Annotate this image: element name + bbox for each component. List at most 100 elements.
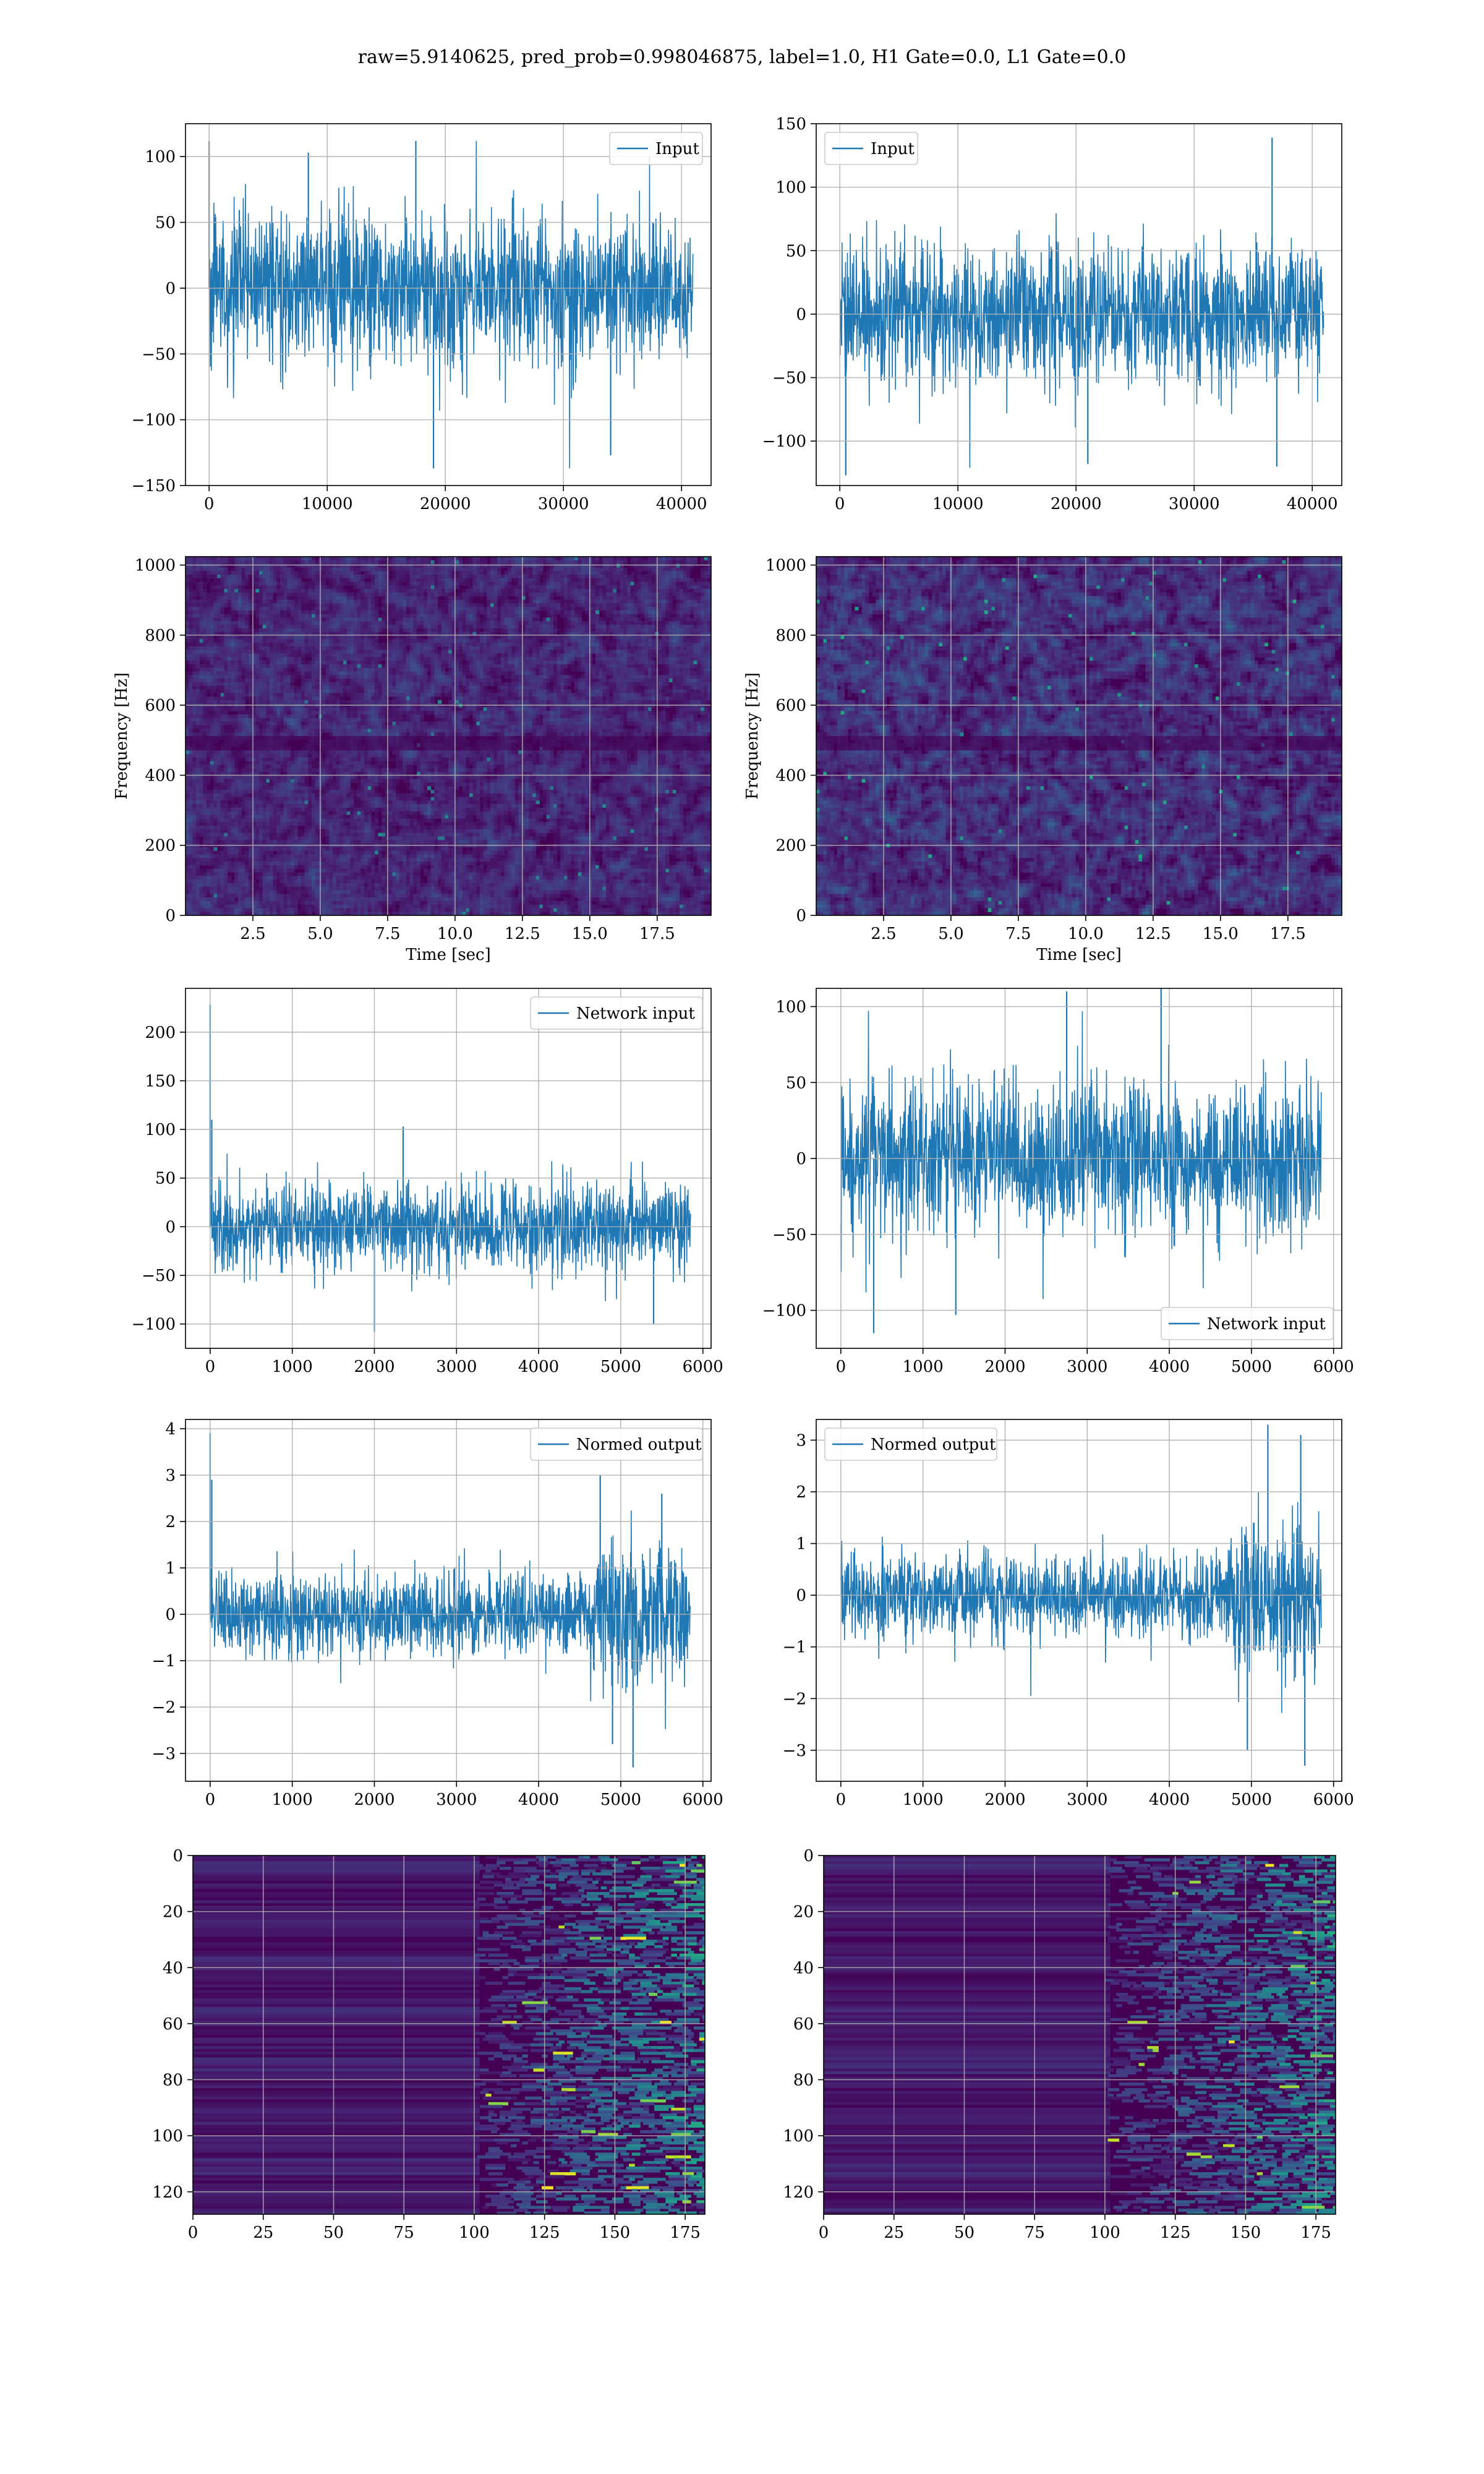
spectrogram-cell	[322, 596, 326, 601]
spectrogram-cell	[525, 596, 529, 601]
spectrogram-cell	[406, 675, 411, 679]
spectrogram-cell	[445, 664, 449, 669]
spectrogram-cell	[249, 649, 253, 654]
spectrogram-cell	[192, 567, 197, 571]
spectrogram-cell	[203, 610, 207, 615]
spectrogram-cell	[413, 575, 417, 579]
spectrogram-cell	[255, 643, 260, 647]
spectrogram-cell	[241, 560, 245, 565]
spectrogram-cell	[406, 610, 411, 615]
spectrogram-cell	[249, 625, 253, 629]
spectrogram-cell	[707, 563, 711, 568]
spectrogram-cell	[210, 560, 214, 565]
spectrogram-cell	[648, 621, 652, 625]
spectrogram-cell	[339, 557, 344, 561]
spectrogram-cell	[427, 560, 432, 565]
spectrogram-cell	[483, 635, 487, 640]
spectrogram-cell	[231, 653, 235, 657]
spectrogram-cell	[451, 628, 456, 633]
spectrogram-cell	[483, 617, 487, 622]
spectrogram-cell	[266, 646, 270, 651]
spectrogram-cell	[403, 596, 407, 601]
spectrogram-cell	[620, 664, 624, 669]
spectrogram-cell	[550, 610, 554, 615]
spectrogram-cell	[378, 621, 382, 625]
spectrogram-cell	[508, 593, 512, 597]
spectrogram-cell	[262, 625, 267, 629]
spectrogram-cell	[189, 625, 193, 629]
spectrogram-cell	[627, 643, 631, 647]
spectrogram-cell	[704, 661, 708, 665]
spectrogram-cell	[501, 599, 505, 604]
spectrogram-cell	[511, 614, 516, 618]
spectrogram-cell	[535, 657, 540, 661]
spectrogram-cell	[434, 557, 438, 561]
spectrogram-cell	[312, 571, 316, 575]
spectrogram-cell	[438, 585, 442, 589]
spectrogram-cell	[704, 578, 708, 583]
spectrogram-cell	[249, 571, 253, 575]
spectrogram-cell	[329, 614, 333, 618]
spectrogram-cell	[325, 614, 330, 618]
spectrogram-cell	[501, 635, 505, 640]
spectrogram-cell	[487, 567, 491, 571]
spectrogram-cell	[613, 614, 617, 618]
spectrogram-cell	[613, 567, 617, 571]
spectrogram-cell	[535, 625, 540, 629]
spectrogram-cell	[648, 646, 652, 651]
spectrogram-cell	[409, 610, 414, 615]
spectrogram-cell	[276, 593, 281, 597]
spectrogram-cell	[578, 675, 582, 679]
y-tick-label: 100	[775, 179, 806, 197]
spectrogram-cell	[620, 614, 624, 618]
spectrogram-cell	[270, 607, 274, 611]
spectrogram-cell	[476, 578, 480, 583]
spectrogram-cell	[543, 625, 547, 629]
spectrogram-cell	[497, 599, 501, 604]
spectrogram-cell	[203, 657, 207, 661]
spectrogram-cell	[287, 589, 291, 593]
spectrogram-cell	[620, 557, 624, 561]
spectrogram-cell	[490, 578, 495, 583]
spectrogram-cell	[375, 575, 379, 579]
spectrogram-cell	[245, 596, 249, 601]
spectrogram-cell	[472, 560, 477, 565]
spectrogram-cell	[367, 635, 372, 640]
spectrogram-cell	[360, 596, 365, 601]
spectrogram-cell	[287, 649, 291, 654]
spectrogram-cell	[333, 657, 337, 661]
spectrogram-cell	[382, 643, 386, 647]
spectrogram-cell	[262, 675, 267, 679]
spectrogram-cell	[676, 593, 680, 597]
spectrogram-cell	[273, 578, 277, 583]
spectrogram-cell	[430, 607, 435, 611]
spectrogram-cell	[357, 593, 361, 597]
spectrogram-cell	[585, 621, 589, 625]
spectrogram-cell	[220, 607, 224, 611]
spectrogram-cell	[602, 657, 607, 661]
spectrogram-cell	[364, 589, 369, 593]
spectrogram-cell	[241, 589, 245, 593]
spectrogram-cell	[606, 649, 610, 654]
spectrogram-cell	[539, 575, 544, 579]
spectrogram-cell	[199, 563, 203, 568]
spectrogram-cell	[662, 643, 666, 647]
spectrogram-cell	[490, 621, 495, 625]
spectrogram-cell	[441, 610, 445, 615]
spectrogram-cell	[511, 657, 516, 661]
spectrogram-cell	[529, 567, 533, 571]
spectrogram-cell	[420, 571, 424, 575]
spectrogram-cell	[535, 581, 540, 586]
spectrogram-cell	[196, 571, 200, 575]
spectrogram-cell	[543, 653, 547, 657]
spectrogram-cell	[339, 571, 344, 575]
spectrogram-cell	[508, 639, 512, 643]
spectrogram-cell	[683, 596, 687, 601]
spectrogram-cell	[592, 617, 596, 622]
spectrogram-cell	[399, 614, 403, 618]
spectrogram-cell	[399, 585, 403, 589]
spectrogram-cell	[606, 567, 610, 571]
spectrogram-cell	[648, 653, 652, 657]
spectrogram-cell	[346, 581, 351, 586]
spectrogram-cell	[304, 599, 309, 604]
